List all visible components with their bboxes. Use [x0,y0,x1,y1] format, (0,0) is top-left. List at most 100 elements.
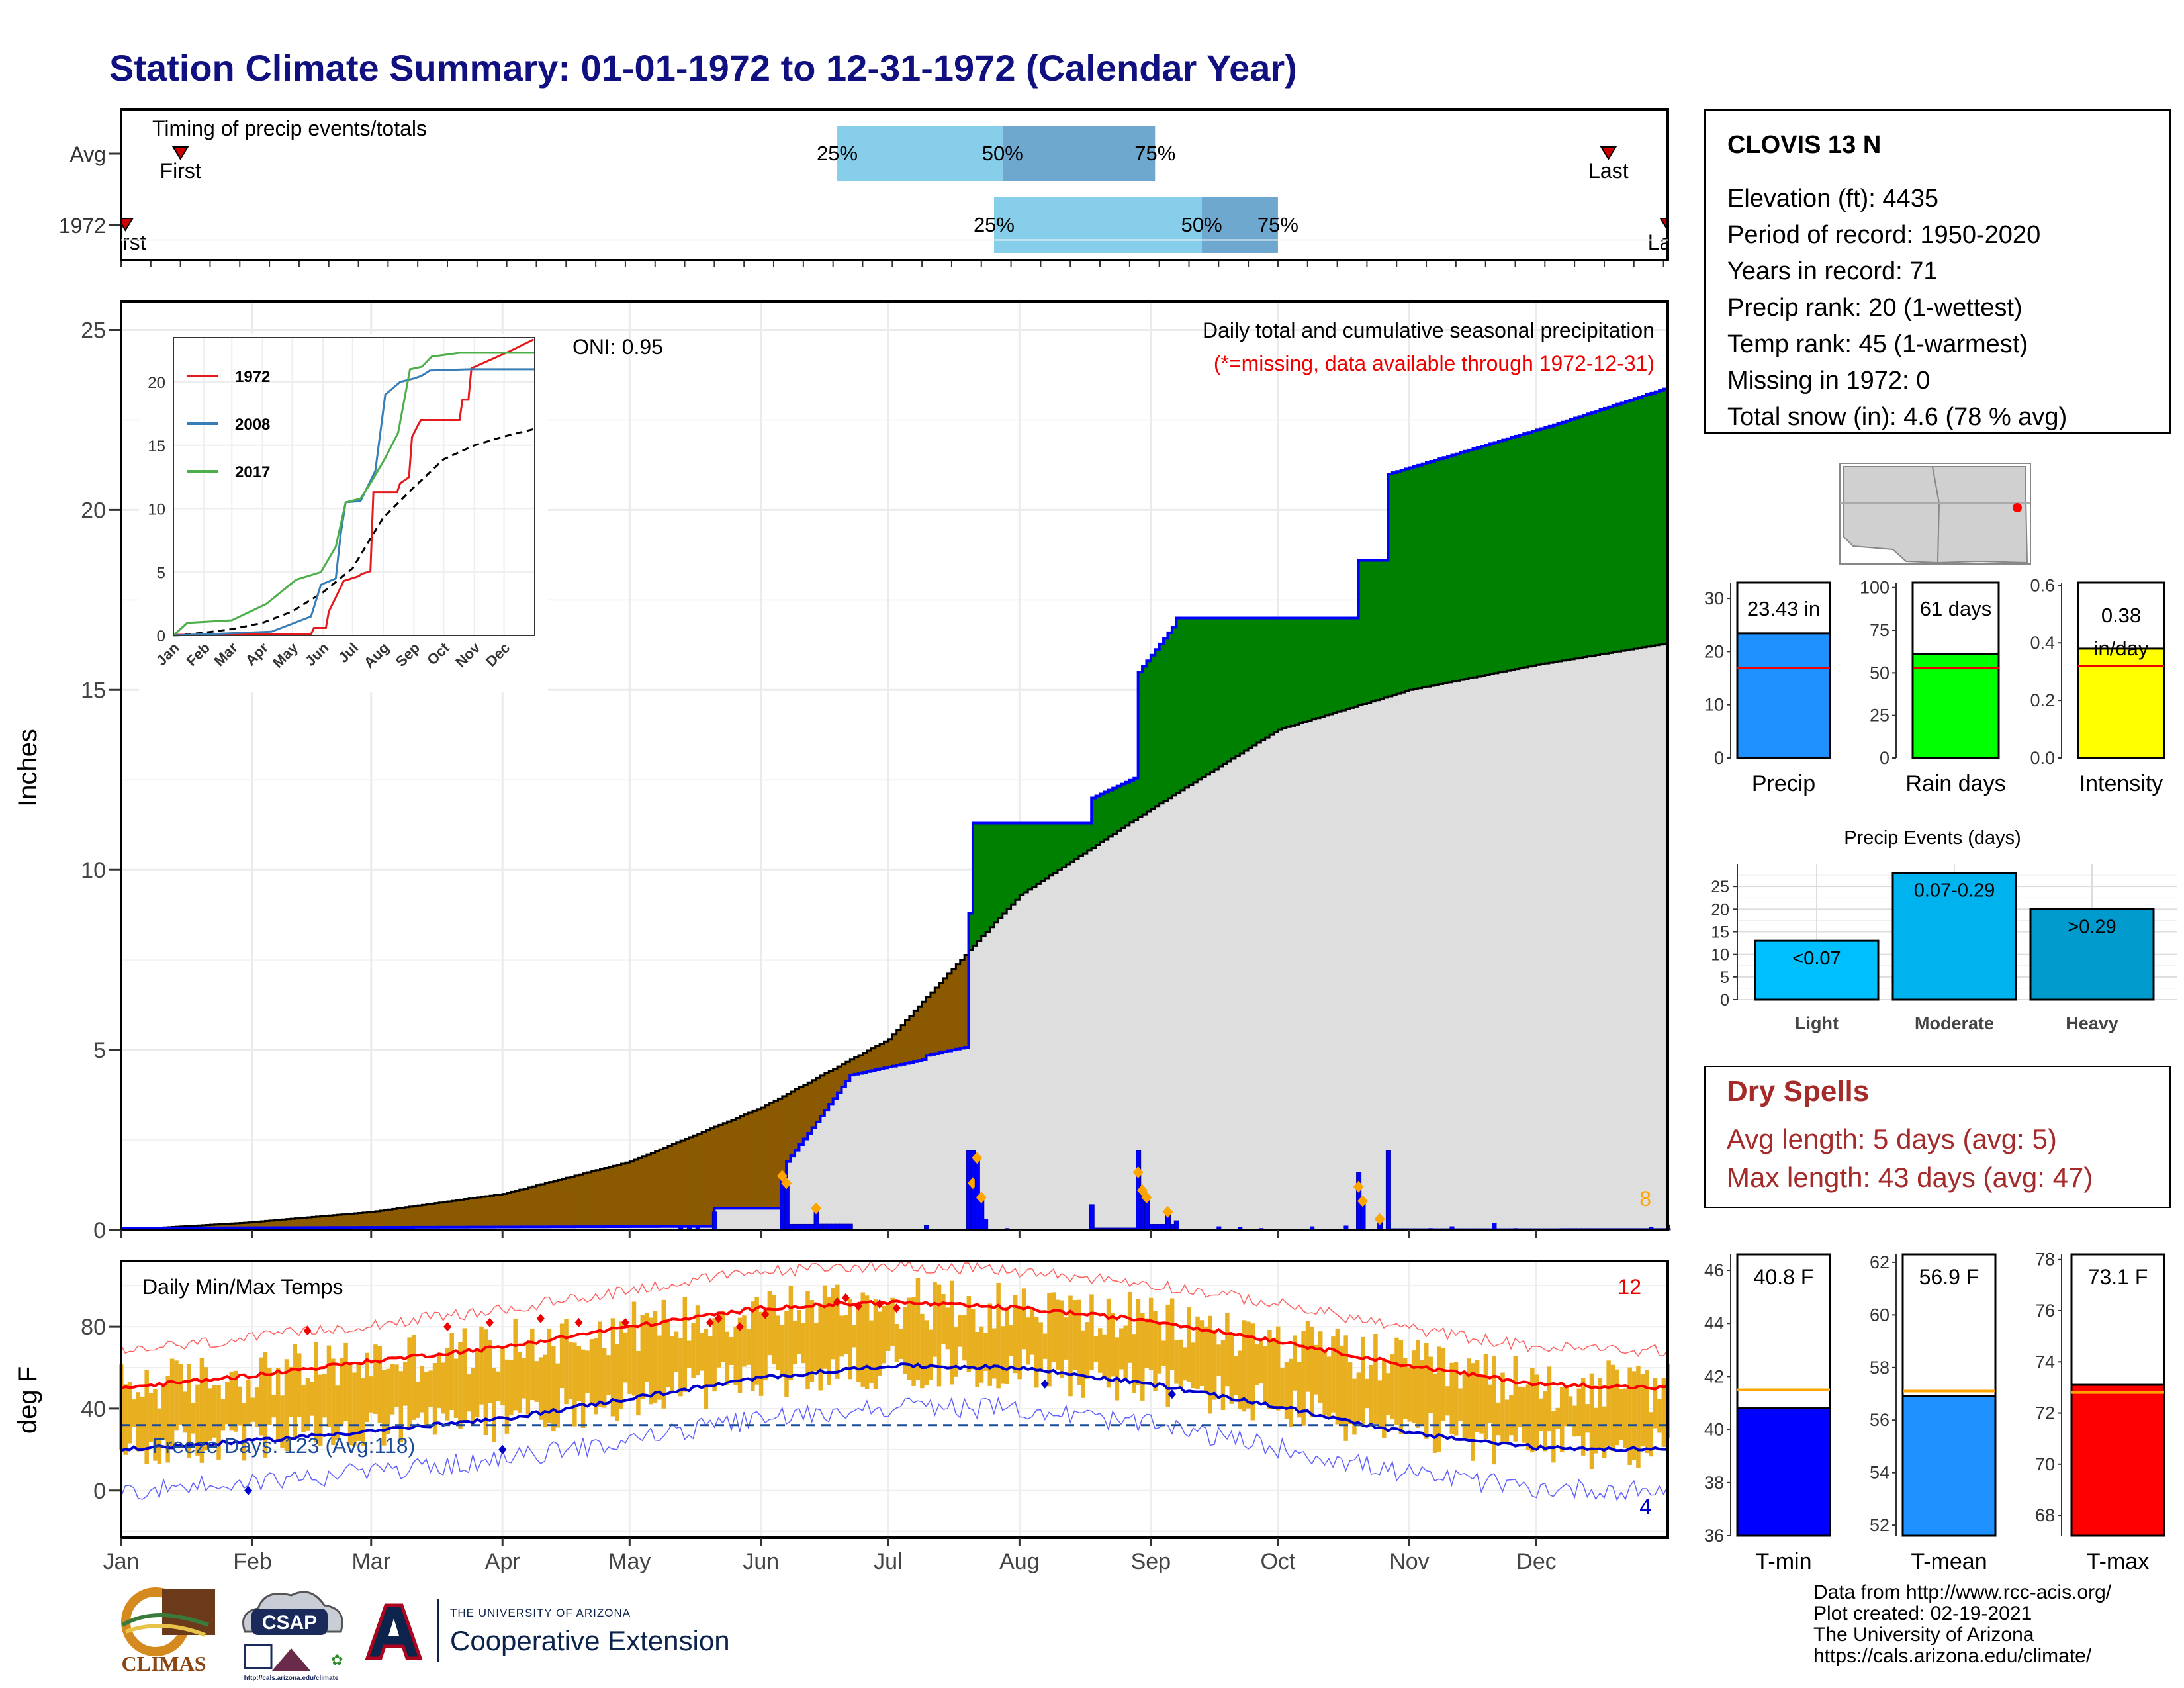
daily-temp-bar [695,1305,700,1376]
daily-temp-bar [314,1342,319,1443]
daily-temp-bar [928,1329,933,1380]
daily-temp-bar [365,1352,369,1423]
daily-precip-bar [1238,1227,1243,1230]
record-max-line [120,1260,1668,1358]
daily-temp-bar [183,1391,187,1433]
temp-summary-ytick-label: 54 [1870,1463,1889,1483]
daily-temp-bar [394,1364,399,1407]
inset-series-2017 [172,352,535,637]
temp-summary-t-mean: 52 54 56 58 60 62 56.9 F T-mean [1870,1252,1997,1574]
daily-temp-bar [250,1397,255,1422]
daily-temp-bar [1471,1363,1475,1461]
daily-temp-bar [267,1368,272,1425]
temp-summary-ytick-label: 42 [1704,1366,1724,1386]
station-line-4: Temp rank: 45 (1-warmest) [1727,330,2028,358]
record-low-marker-icon [244,1485,253,1495]
daily-temp-bar [475,1348,480,1418]
daily-temp-bar [598,1321,603,1407]
daily-temp-bar [975,1332,979,1387]
temp-summary-bar [2070,1383,2165,1537]
daily-temp-bar [1335,1328,1340,1425]
record-high-marker-icon [841,1293,850,1303]
temp-ytick-label: 0 [93,1479,106,1504]
daily-precip-bar [1343,1225,1349,1230]
daily-temp-bar [831,1288,836,1360]
svg-text:✿: ✿ [331,1652,343,1668]
daily-temp-bar [1038,1322,1043,1372]
daily-temp-bar [1271,1337,1277,1409]
daily-temp-bar [623,1332,628,1383]
daily-temp-bar [1339,1345,1344,1425]
timing-row-name-1: 1972 [59,214,106,238]
month-axis-label: Jan [103,1549,140,1574]
daily-temp-bar [169,1358,175,1446]
daily-temp-bar [1627,1367,1632,1466]
summary-ytick-label: 50 [1870,663,1889,682]
daily-temp-bar [856,1308,861,1382]
daily-temp-bar [1081,1330,1085,1398]
ua-big-text: Cooperative Extension [450,1625,730,1656]
daily-temp-bar [933,1282,937,1357]
temp-summary-axis-label: T-max [2087,1549,2149,1574]
daily-temp-bar [1326,1356,1332,1417]
daily-precip-bar [1089,1204,1095,1231]
daily-temp-bar [1365,1378,1369,1409]
daily-temp-bar [462,1328,467,1423]
daily-temp-bar [962,1315,967,1361]
daily-temp-bar [1195,1316,1200,1389]
summary-ytick-label: 10 [1704,695,1724,715]
daily-temp-bar [1267,1330,1272,1409]
heavy-day-marker-icon [776,1170,788,1182]
events-ytick-label: 20 [1711,900,1729,919]
daily-temp-bar [1394,1337,1399,1425]
daily-temp-bar [899,1329,903,1359]
temp-summary-ytick-label: 52 [1870,1515,1889,1535]
daily-temp-bar [869,1320,874,1383]
summary-value-label: 61 days [1920,597,1992,620]
events-bar-label: >0.29 [2068,916,2116,937]
temp-summary-t-max: 68 70 72 74 76 78 73.1 F T-max [2035,1250,2165,1574]
daily-temp-bar [1538,1398,1543,1432]
inset-series-1972 [173,338,535,636]
daily-temp-bar [318,1374,323,1446]
daily-temp-bar [525,1342,531,1415]
station-line-1: Period of record: 1950-2020 [1727,221,2041,249]
daily-temp-bar [729,1337,734,1366]
summary-axis-label: Precip [1752,771,1815,796]
daily-temp-bar [1661,1378,1666,1447]
observed-cumulative-line [121,387,1669,1230]
daily-temp-bar [331,1358,336,1446]
freeze-days-label: Freeze Days: 123 (Avg:118) [152,1434,415,1458]
daily-temp-bar [1547,1366,1552,1432]
daily-temp-bar [991,1328,997,1379]
daily-temp-bar [661,1299,666,1409]
record-low-marker-icon [1167,1389,1176,1399]
daily-temp-bar [572,1342,577,1427]
precip-summary-intensity: 0.0 0.2 0.4 0.6 0.38 in/day Intensity [2030,575,2165,796]
daily-temp-bar [580,1349,586,1428]
events-bar-label: 0.07-0.29 [1914,880,1995,902]
daily-temp-bar [860,1292,865,1387]
temp-summary-t-min: 36 38 40 42 44 46 40.8 F T-min [1704,1253,1831,1574]
daily-temp-bar [915,1278,921,1380]
daily-temp-bar [814,1323,819,1372]
daily-temp-bar [610,1318,615,1417]
daily-temp-bar [1534,1374,1539,1450]
daily-temp-bar [1352,1378,1357,1435]
record-high-marker-icon [735,1322,744,1332]
heavy-count-label: 8 [1639,1187,1651,1211]
timing-panel: Timing of precip events/totals Avg 25% 50% 7… [0,108,1702,267]
daily-temp-bar [1169,1298,1175,1370]
events-bar [1754,939,1880,1001]
daily-temp-bar [551,1346,556,1432]
daily-temp-bar [564,1319,569,1405]
daily-temp-bar [835,1284,840,1379]
daily-temp-bar [479,1326,484,1405]
daily-temp-bar [1127,1291,1132,1363]
timing-row-name-0: Avg [69,142,106,166]
temp-summary-ytick-label: 72 [2035,1403,2055,1423]
daily-temp-bar [1640,1374,1645,1447]
dry-spells-title: Dry Spells [1727,1075,1870,1107]
summary-ytick-label: 25 [1870,706,1889,726]
daily-temp-bar [275,1368,281,1440]
